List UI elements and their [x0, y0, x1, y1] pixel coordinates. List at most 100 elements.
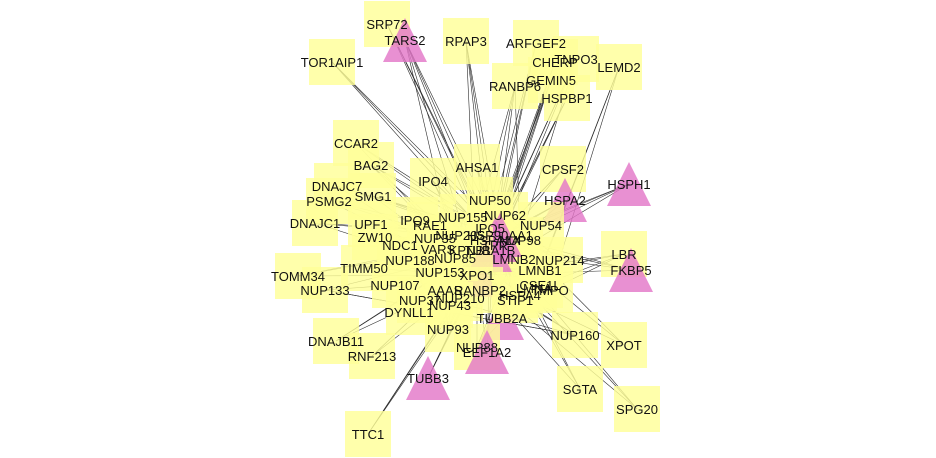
node-label-eef1a2: EEF1A2 — [463, 345, 511, 360]
node-label-kpnb1: KPNB1 — [449, 243, 492, 258]
triangle-node-shape — [607, 162, 651, 206]
node-label-hspbp1: HSPBP1 — [541, 91, 592, 106]
node-label-dnajc1: DNAJC1 — [290, 216, 341, 231]
node-label-stip1: STIP1 — [497, 293, 533, 308]
node-eef1a2[interactable] — [465, 330, 509, 374]
node-label-lemd2: LEMD2 — [597, 60, 640, 75]
node-label-dnajb11: DNAJB11 — [308, 334, 364, 349]
node-label-cpsf2: CPSF2 — [542, 162, 584, 177]
node-label-cse1l: CSE1L — [519, 278, 560, 293]
node-label-nup93: NUP93 — [427, 322, 469, 337]
node-label-ipo9: IPO9 — [400, 213, 430, 228]
node-label-ranbp6: RANBP6 — [489, 79, 541, 94]
node-label-xpot: XPOT — [606, 338, 641, 353]
square-node-shape — [544, 75, 590, 121]
node-rpap3[interactable] — [443, 18, 489, 64]
node-label-rae1: RAE1 — [413, 218, 447, 233]
node-label-ipo4: IPO4 — [418, 174, 448, 189]
node-label-fkbp5: FKBP5 — [610, 263, 651, 278]
node-tor1aip1[interactable] — [309, 39, 355, 85]
node-dnajc1[interactable] — [292, 200, 338, 246]
node-fkbp5[interactable] — [609, 248, 653, 292]
square-node-shape — [345, 411, 391, 457]
node-nup133[interactable] — [302, 267, 348, 313]
node-label-dynll1: DYNLL1 — [384, 305, 433, 320]
node-label-bag2: BAG2 — [354, 158, 389, 173]
node-xpot[interactable] — [601, 322, 647, 368]
node-label-tor1aip1: TOR1AIP1 — [301, 55, 364, 70]
square-node-shape — [492, 63, 538, 109]
node-label-tnpo3: TNPO3 — [554, 52, 597, 67]
node-label-lmnb2: LMNB2 — [492, 252, 535, 267]
node-label-nup107: NUP107 — [370, 278, 419, 293]
square-node-shape — [447, 227, 493, 273]
node-label-nup98: NUP98 — [499, 233, 541, 248]
node-tars2[interactable] — [383, 18, 427, 62]
node-label-tomm34: TOMM34 — [271, 269, 325, 284]
node-label-gemin5: GEMIN5 — [526, 73, 576, 88]
node-hspbp1[interactable] — [544, 75, 590, 121]
node-nup37[interactable] — [397, 277, 443, 323]
node-label-hspa2: HSPA2 — [544, 193, 586, 208]
square-node-shape — [302, 267, 348, 313]
node-label-nup54: NUP54 — [520, 218, 562, 233]
node-label-timm50: TIMM50 — [340, 261, 388, 276]
node-label-nup153: NUP153 — [415, 265, 464, 280]
node-label-nup35: NUP35 — [414, 231, 456, 246]
node-label-sgta: SGTA — [563, 382, 598, 397]
square-node-shape — [596, 44, 642, 90]
node-label-nup37: NUP37 — [399, 293, 441, 308]
square-node-shape — [552, 312, 598, 358]
node-label-nup50: NUP50 — [469, 193, 511, 208]
node-rnf213[interactable] — [349, 333, 395, 379]
node-label-upf1: UPF1 — [354, 217, 387, 232]
node-label-tpr: TPR — [482, 238, 508, 253]
node-ndc1[interactable] — [377, 222, 423, 268]
node-label-vars: VARS — [421, 242, 456, 257]
node-label-tars2: TARS2 — [385, 33, 426, 48]
triangle-node-shape — [609, 248, 653, 292]
node-label-lbr: LBR — [611, 247, 636, 262]
node-cse1l[interactable] — [517, 262, 563, 308]
node-label-arfgef2: ARFGEF2 — [506, 36, 566, 51]
node-label-ccar2: CCAR2 — [334, 136, 378, 151]
square-node-shape — [292, 200, 338, 246]
node-label-cherp: CHERP — [532, 55, 578, 70]
node-label-tubb3: TUBB3 — [407, 371, 449, 386]
node-hsph1[interactable] — [607, 162, 651, 206]
node-label-hsph1: HSPH1 — [607, 177, 650, 192]
square-node-shape — [614, 386, 660, 432]
square-node-shape — [397, 277, 443, 323]
square-node-shape — [443, 18, 489, 64]
node-label-nup160: NUP160 — [550, 328, 599, 343]
node-tubb3[interactable] — [406, 356, 450, 400]
node-label-ahsa1: AHSA1 — [456, 160, 499, 175]
node-lemd2[interactable] — [596, 44, 642, 90]
node-label-hspa1a: HSPA1A — [470, 233, 521, 248]
node-label-zw10: ZW10 — [358, 230, 393, 245]
node-label-smg1: SMG1 — [355, 189, 392, 204]
node-label-nup210: NUP210 — [435, 291, 484, 306]
node-label-lmna: LMNA — [516, 281, 552, 296]
node-label-nup133: NUP133 — [300, 283, 349, 298]
node-sgta[interactable] — [557, 366, 603, 412]
node-label-dnajc7: DNAJC7 — [312, 179, 363, 194]
node-ranbp6[interactable] — [492, 63, 538, 109]
node-label-ipo5: IPO5 — [475, 221, 505, 236]
triangle-node-shape — [465, 330, 509, 374]
node-label-rnf213: RNF213 — [348, 349, 396, 364]
node-spg20[interactable] — [614, 386, 660, 432]
square-node-shape — [377, 222, 423, 268]
node-label-nup214: NUP214 — [535, 253, 584, 268]
node-label-ndc1: NDC1 — [382, 238, 417, 253]
node-label-srp72: SRP72 — [366, 17, 407, 32]
node-ttc1[interactable] — [345, 411, 391, 457]
node-label-hspa4: HSPA4 — [499, 288, 541, 303]
node-label-tuba1b: TUBA1B — [465, 243, 516, 258]
node-label-nup62: NUP62 — [484, 208, 526, 223]
triangle-node-shape — [406, 356, 450, 400]
node-kpnb1[interactable] — [447, 227, 493, 273]
node-nup160[interactable] — [552, 312, 598, 358]
node-label-ttc1: TTC1 — [352, 427, 385, 442]
